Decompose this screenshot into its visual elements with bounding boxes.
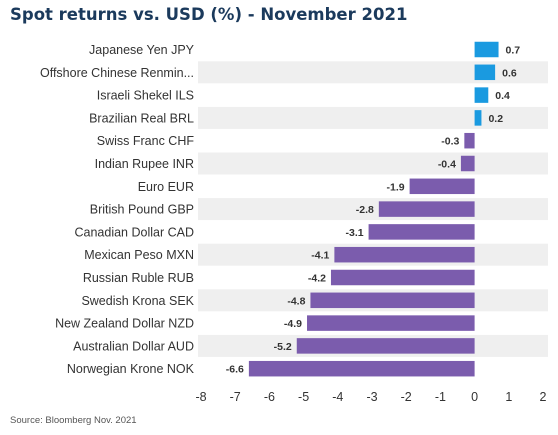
x-axis-ticks: -8 -7 -6 -5 -4 -3 -2 -1 0 1 2: [195, 390, 546, 404]
bar: [460, 155, 475, 172]
category-label: Offshore Chinese Renmin...: [40, 66, 194, 80]
value-label: -6.6: [226, 364, 244, 376]
category-label: Canadian Dollar CAD: [74, 225, 194, 239]
row-band: [198, 152, 548, 175]
bar: [474, 87, 489, 103]
value-label: 0.2: [488, 113, 503, 125]
x-tick-label: 2: [540, 390, 547, 404]
x-tick-label: -8: [195, 390, 206, 404]
category-label: Mexican Peso MXN: [84, 248, 194, 262]
value-label: 0.6: [502, 67, 517, 79]
bar: [330, 269, 475, 286]
bars: [248, 41, 499, 377]
bar: [307, 315, 475, 331]
value-label: -2.8: [356, 204, 374, 216]
x-tick-label: -5: [298, 390, 309, 404]
category-label: British Pound GBP: [90, 203, 194, 217]
category-label: Euro EUR: [138, 180, 194, 194]
x-tick-label: -7: [230, 390, 241, 404]
bar: [474, 41, 499, 58]
value-label: -3.1: [345, 227, 363, 239]
category-label: Australian Dollar AUD: [73, 339, 194, 353]
category-label: Japanese Yen JPY: [89, 43, 195, 57]
value-label: 0.7: [506, 45, 521, 57]
category-label: Brazilian Real BRL: [89, 111, 194, 125]
value-label: -0.4: [438, 159, 456, 171]
category-label: Swiss Franc CHF: [97, 134, 195, 148]
category-labels: Japanese Yen JPY Offshore Chinese Renmin.…: [40, 43, 195, 376]
value-label: -4.8: [287, 295, 305, 307]
category-label: New Zealand Dollar NZD: [55, 317, 194, 331]
value-label: -0.3: [441, 136, 459, 148]
value-label: 0.4: [495, 90, 510, 102]
row-band: [198, 61, 548, 84]
value-label: -4.9: [284, 318, 302, 330]
category-label: Russian Ruble RUB: [83, 271, 194, 285]
value-label: -1.9: [387, 181, 405, 193]
bar: [368, 224, 475, 240]
bar: [409, 178, 475, 195]
row-band: [198, 106, 548, 129]
bar: [248, 360, 475, 377]
x-tick-label: 0: [471, 390, 478, 404]
value-label: -5.2: [274, 341, 292, 353]
bar: [334, 246, 475, 263]
bar: [474, 64, 496, 81]
category-label: Indian Rupee INR: [95, 157, 194, 171]
category-label: Norwegian Krone NOK: [67, 362, 195, 376]
x-tick-label: -3: [366, 390, 377, 404]
x-tick-label: -4: [332, 390, 343, 404]
category-label: Swedish Krona SEK: [81, 294, 194, 308]
bar: [378, 201, 475, 217]
x-tick-label: -6: [264, 390, 275, 404]
bar-chart: Japanese Yen JPY Offshore Chinese Renmin.…: [40, 41, 548, 404]
value-label: -4.2: [308, 273, 326, 285]
chart-title: Spot returns vs. USD (%) - November 2021: [10, 5, 408, 24]
bar: [310, 292, 475, 309]
value-label: -4.1: [311, 250, 329, 262]
x-tick-label: -1: [435, 390, 446, 404]
x-tick-label: 1: [505, 390, 512, 404]
bar: [296, 338, 475, 354]
value-labels: 0.7 0.6 0.4 0.2 -0.3 -0.4 -1.9 -2.8 -3.1 -4.1 -4.2…: [226, 45, 521, 376]
x-tick-label: -2: [401, 390, 412, 404]
category-label: Israeli Shekel ILS: [97, 89, 194, 103]
source-note: Source: Bloomberg Nov. 2021: [10, 415, 137, 426]
bar: [474, 110, 482, 126]
bar: [464, 132, 475, 149]
